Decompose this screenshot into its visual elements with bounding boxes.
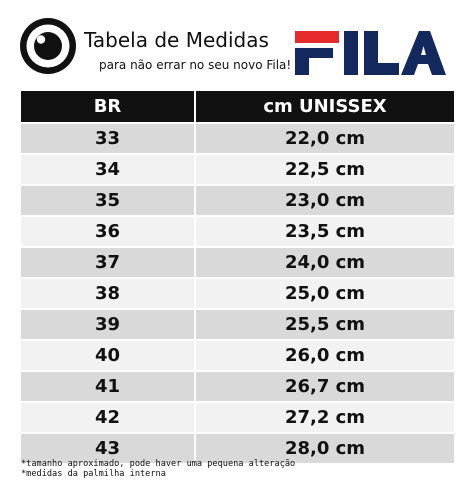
fila-logo-f-body (295, 48, 333, 75)
size-cm-cell: 23,5 cm (195, 215, 454, 247)
table-row: 33 22,0 cm (21, 122, 454, 154)
size-cm-cell: 26,0 cm (195, 339, 454, 371)
size-br-cell: 37 (21, 246, 196, 278)
fila-logo (295, 31, 446, 75)
table-row: 37 24,0 cm (21, 246, 454, 278)
table-row: 34 22,5 cm (21, 153, 454, 185)
size-cm-cell: 26,7 cm (195, 370, 454, 402)
size-cm-cell: 27,2 cm (195, 401, 454, 433)
fila-logo-l (364, 31, 399, 75)
page-title: Tabela de Medidas (84, 28, 269, 52)
fila-logo-i (344, 31, 358, 75)
column-header-br: BR (21, 91, 196, 123)
size-table: BR cm UNISSEX 33 22,0 cm 34 22,5 cm 35 2… (21, 91, 454, 463)
footnote-approximate: *tamanho aproximado, pode haver uma pequ… (21, 459, 296, 469)
size-br-cell: 41 (21, 370, 196, 402)
size-cm-cell: 23,0 cm (195, 184, 454, 216)
table-row: 39 25,5 cm (21, 308, 454, 340)
fila-logo-a (401, 31, 446, 75)
table-row: 43 28,0 cm (21, 432, 454, 463)
size-br-cell: 38 (21, 277, 196, 309)
table-row: 41 26,7 cm (21, 370, 454, 402)
table-row: 35 23,0 cm (21, 184, 454, 216)
header: Tabela de Medidas para não errar no seu … (0, 0, 476, 86)
fila-logo-f-top (295, 31, 339, 43)
table-row: 38 25,0 cm (21, 277, 454, 309)
column-header-cm: cm UNISSEX (195, 91, 454, 123)
footnote-insole: *medidas da palmilha interna (21, 469, 166, 479)
table-header-row: BR cm UNISSEX (21, 91, 454, 123)
size-br-cell: 36 (21, 215, 196, 247)
eye-icon (20, 18, 76, 74)
size-br-cell: 33 (21, 122, 196, 154)
table-row: 42 27,2 cm (21, 401, 454, 433)
footnotes: *tamanho aproximado, pode haver uma pequ… (21, 459, 295, 479)
size-br-cell: 39 (21, 308, 196, 340)
size-cm-cell: 24,0 cm (195, 246, 454, 278)
size-br-cell: 42 (21, 401, 196, 433)
size-cm-cell: 25,0 cm (195, 277, 454, 309)
size-cm-cell: 25,5 cm (195, 308, 454, 340)
page-subtitle: para não errar no seu novo Fila! (99, 58, 292, 72)
size-br-cell: 40 (21, 339, 196, 371)
size-br-cell: 34 (21, 153, 196, 185)
size-cm-cell: 28,0 cm (195, 432, 454, 463)
size-br-cell: 35 (21, 184, 196, 216)
size-cm-cell: 22,5 cm (195, 153, 454, 185)
size-br-cell: 43 (21, 432, 196, 463)
table-row: 36 23,5 cm (21, 215, 454, 247)
size-cm-cell: 22,0 cm (195, 122, 454, 154)
table-row: 40 26,0 cm (21, 339, 454, 371)
